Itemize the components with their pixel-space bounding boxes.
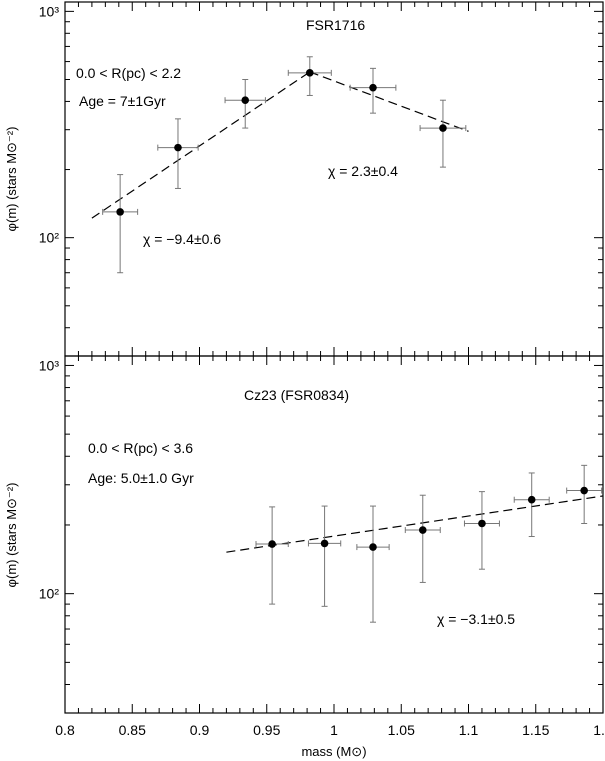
plot-frame	[64, 1, 604, 357]
age-annotation: Age: 5.0±1.0 Gyr	[88, 470, 194, 486]
panel-title: Cz23 (FSR0834)	[244, 387, 349, 403]
radius-range-annotation: 0.0 < R(pc) < 3.6	[88, 440, 193, 456]
data-point	[116, 208, 124, 216]
slope-annotation: χ = −3.1±0.5	[437, 611, 515, 627]
fit-line	[226, 495, 604, 553]
y-tick-label: 10³	[39, 3, 60, 19]
x-tick-label: 1	[330, 722, 338, 738]
plot-frame	[64, 355, 604, 714]
x-tick-label: 0.8	[55, 722, 75, 738]
x-tick-label: 1.15	[522, 722, 549, 738]
panel-cz23: Cz23 (FSR0834) 0.0 < R(pc) < 3.6 Age: 5.…	[4, 355, 605, 759]
data-point	[305, 69, 314, 77]
data-point	[268, 540, 276, 548]
data-point	[527, 495, 536, 504]
data-point	[418, 526, 427, 534]
panel-fsr1716: FSR1716 0.0 < R(pc) < 2.2 Age = 7±1Gyr χ…	[4, 1, 604, 357]
data-point	[369, 543, 377, 551]
age-annotation: Age = 7±1Gyr	[79, 93, 166, 109]
radius-range-annotation: 0.0 < R(pc) < 2.2	[76, 65, 181, 81]
fit-line	[309, 71, 469, 132]
x-tick-label: 0.9	[190, 722, 210, 738]
y-tick-label: 10³	[39, 357, 60, 373]
data-point	[369, 83, 377, 92]
x-tick-label: 0.95	[253, 722, 280, 738]
x-tick-label: 1.2	[593, 722, 605, 738]
data-point	[320, 539, 329, 548]
data-marks: 10² 10³	[39, 2, 604, 356]
x-axis-label: mass (M⊙)	[301, 744, 366, 759]
data-point	[580, 486, 588, 495]
data-point	[478, 519, 486, 528]
slope-annotation-high: χ = 2.3±0.4	[328, 163, 398, 179]
slope-annotation-low: χ = −9.4±0.6	[143, 231, 221, 247]
panel-title: FSR1716	[306, 17, 365, 33]
data-point	[174, 143, 182, 152]
y-tick-label: 10²	[39, 586, 60, 602]
x-tick-label: 1.05	[388, 722, 415, 738]
fit-line	[91, 71, 311, 219]
x-tick-label: 1.1	[459, 722, 479, 738]
x-tick-label: 0.85	[119, 722, 146, 738]
data-point	[241, 96, 250, 105]
y-axis-label: φ(m) (stars M⊙⁻²)	[4, 127, 19, 232]
y-tick-label: 10²	[39, 230, 60, 246]
data-point	[439, 124, 447, 132]
y-axis-label: φ(m) (stars M⊙⁻²)	[4, 483, 19, 588]
data-marks: 10² 10³ 0.8 0.85 0.9 0.95 1 1.05 1.1 1.15 1.2	[39, 356, 605, 738]
